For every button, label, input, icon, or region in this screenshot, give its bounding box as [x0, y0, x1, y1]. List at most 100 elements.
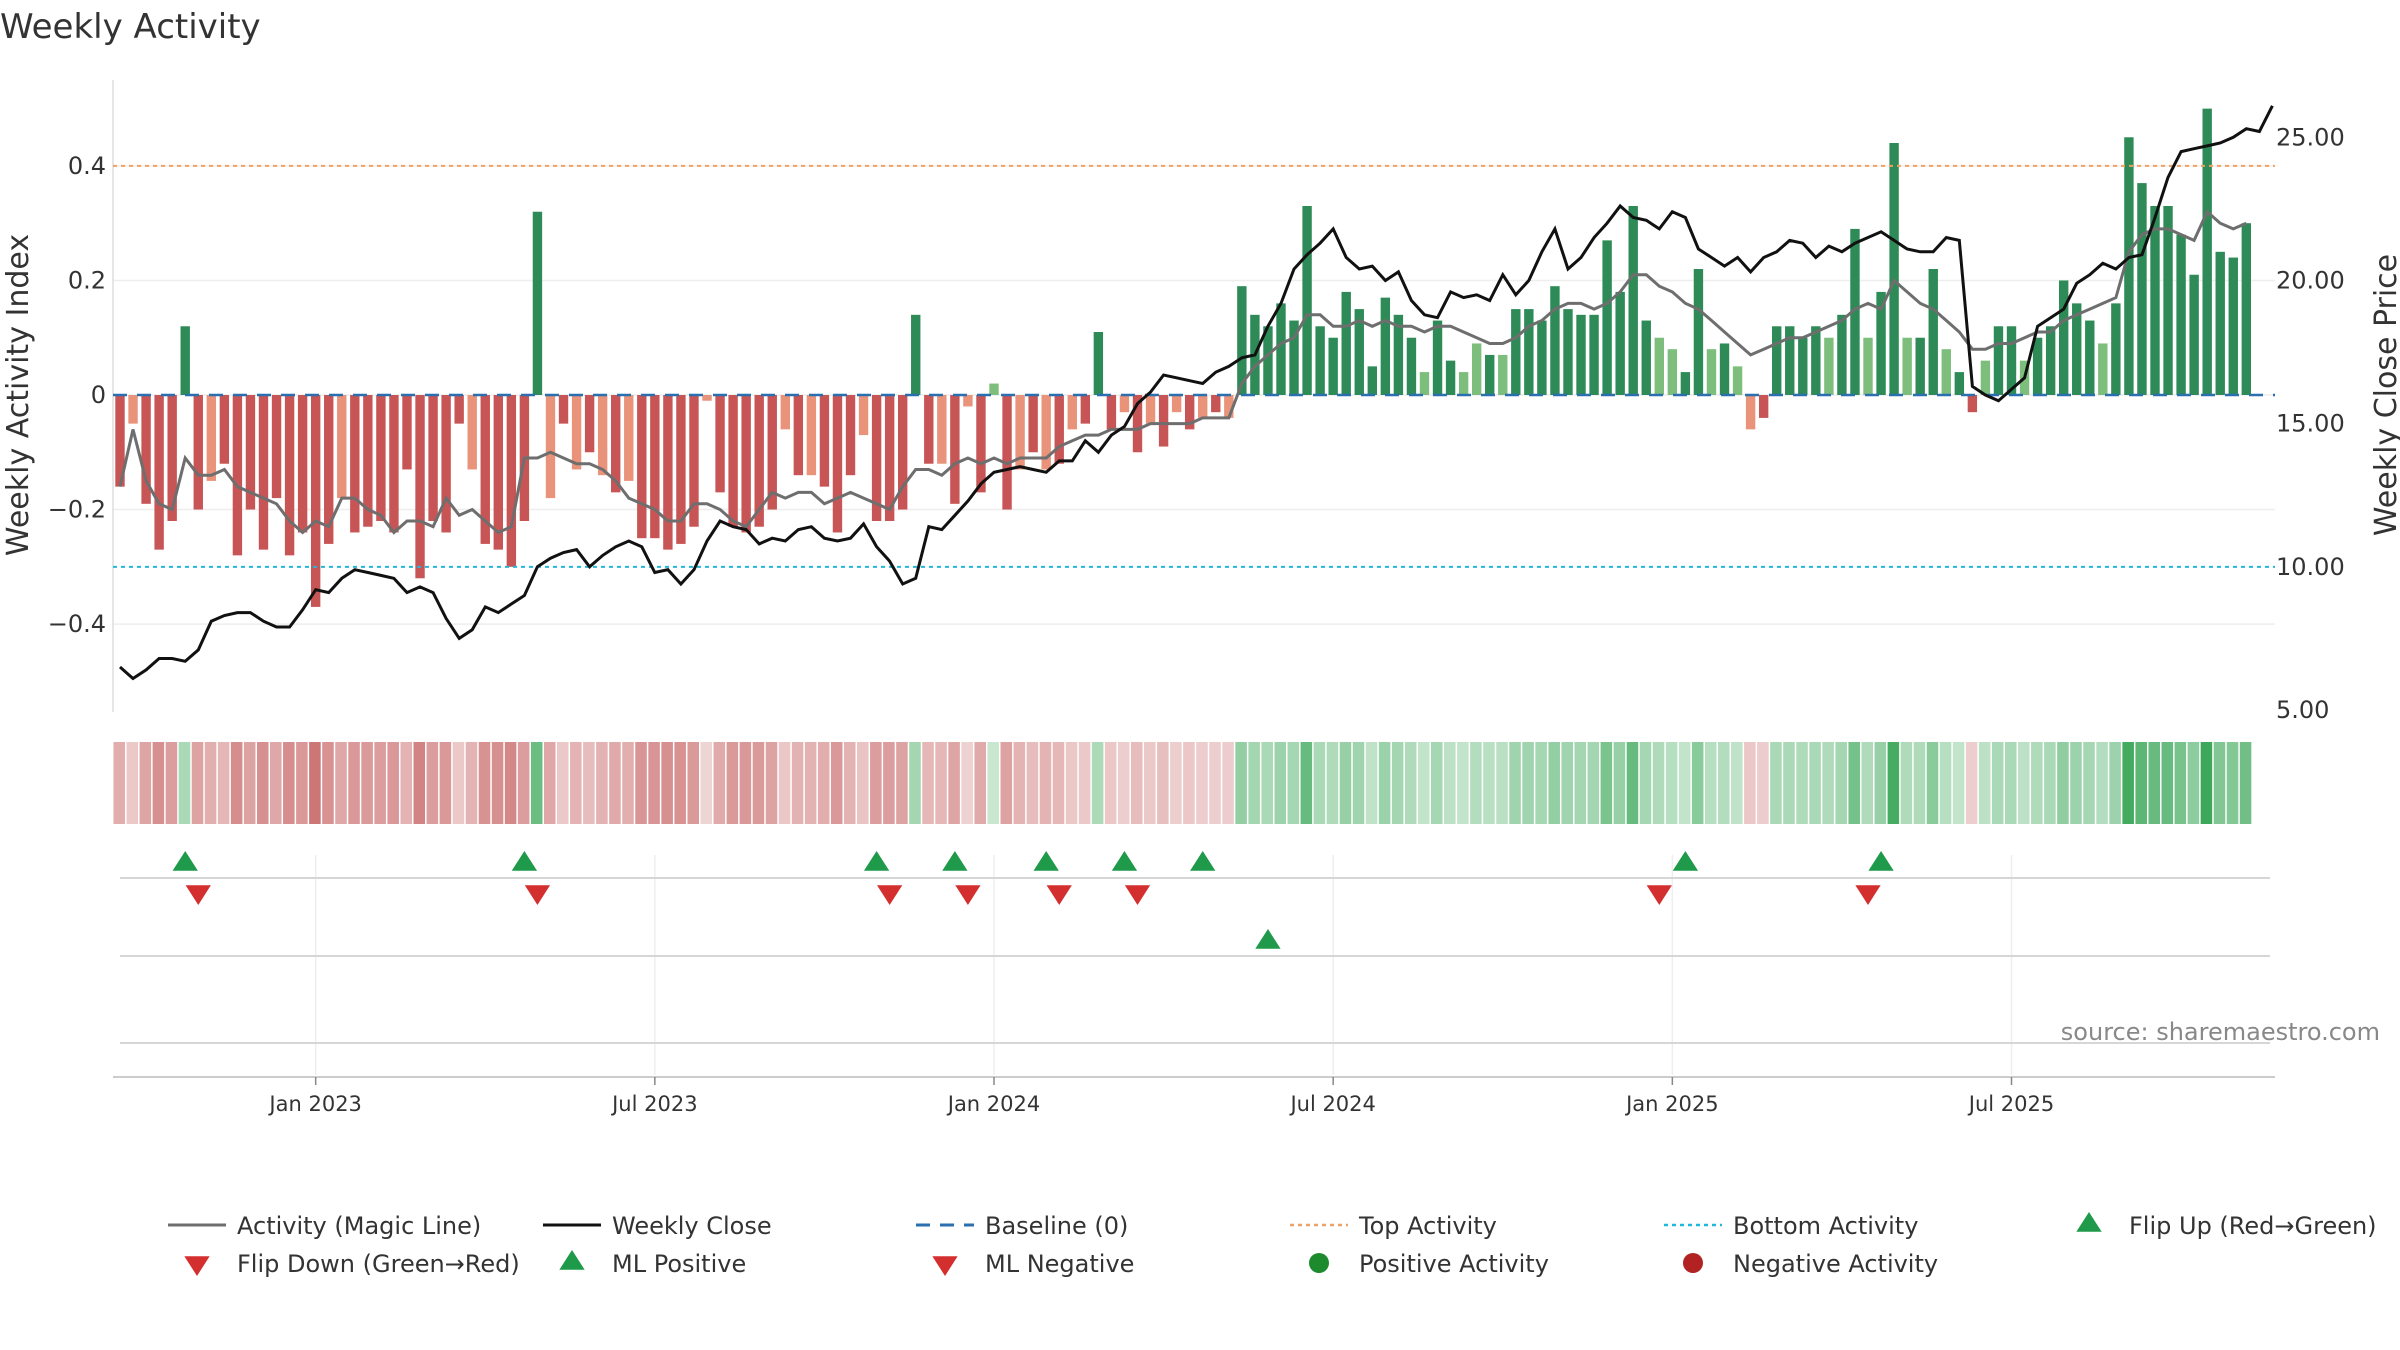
- activity-bar-156: [2150, 206, 2160, 395]
- legend-label-10: Negative Activity: [1733, 1250, 1938, 1278]
- strip-cell-131: [1822, 742, 1834, 824]
- legend-swatch-6: [184, 1256, 210, 1276]
- strip-cell-18: [348, 742, 360, 824]
- strip-cell-115: [1613, 742, 1626, 824]
- strip-cell-34: [557, 742, 569, 824]
- activity-bar-110: [1550, 286, 1560, 395]
- activity-bar-38: [611, 395, 621, 493]
- strip-cell-139: [1926, 742, 1939, 824]
- activity-bar-121: [1693, 269, 1704, 395]
- activity-bar-89: [1276, 303, 1286, 395]
- strip-cell-42: [661, 742, 673, 824]
- activity-bar-98: [1393, 314, 1404, 395]
- activity-bar-40: [637, 395, 647, 539]
- strip-cell-145: [2004, 742, 2017, 824]
- activity-bar-48: [741, 395, 751, 533]
- activity-bar-76: [1106, 395, 1117, 430]
- strip-cell-155: [2135, 742, 2147, 824]
- strip-cell-96: [1365, 742, 1378, 824]
- activity-bar-19: [363, 395, 373, 527]
- left-tick-1: 0.2: [68, 266, 106, 294]
- strip-cell-153: [2109, 742, 2121, 824]
- strip-cell-97: [1378, 742, 1391, 824]
- activity-bar-150: [2072, 303, 2082, 395]
- strip-cell-101: [1431, 742, 1443, 824]
- activity-bar-64: [950, 395, 960, 504]
- strip-cell-29: [491, 742, 504, 824]
- x-tick-4: Jan 2025: [1624, 1092, 1719, 1116]
- strip-cell-133: [1848, 742, 1860, 824]
- legend-label-6: Flip Down (Green→Red): [237, 1250, 520, 1278]
- activity-bar-29: [493, 395, 503, 550]
- activity-bar-73: [1067, 395, 1077, 430]
- activity-bar-134: [1863, 337, 1873, 395]
- strip-cell-73: [1065, 742, 1078, 824]
- strip-cell-138: [1913, 742, 1926, 824]
- activity-bar-13: [284, 395, 295, 556]
- activity-bar-81: [1171, 395, 1182, 413]
- strip-cell-94: [1339, 742, 1352, 824]
- legend-label-4: Bottom Activity: [1733, 1212, 1918, 1240]
- legend-label-8: ML Negative: [985, 1250, 1134, 1278]
- activity-bar-8: [219, 395, 230, 464]
- activity-bar-77: [1119, 395, 1130, 413]
- activity-bar-100: [1419, 372, 1430, 395]
- activity-bar-47: [728, 395, 738, 527]
- activity-bar-125: [1745, 395, 1756, 430]
- activity-bar-57: [858, 395, 869, 436]
- strip-cell-140: [1939, 742, 1952, 824]
- reference-lines: [113, 164, 2275, 568]
- strip-cell-104: [1470, 742, 1482, 824]
- strip-cell-11: [256, 742, 269, 824]
- activity-bar-55: [832, 395, 843, 533]
- activity-bar-23: [415, 395, 425, 579]
- activity-bar-41: [650, 395, 660, 539]
- strip-cell-52: [791, 742, 804, 824]
- activity-bar-85: [1224, 395, 1234, 418]
- flip-down-marker-3: [955, 885, 981, 905]
- activity-bar-158: [2176, 234, 2186, 395]
- strip-cell-15: [309, 742, 321, 824]
- strip-cell-77: [1117, 742, 1130, 824]
- strip-cell-156: [2148, 742, 2161, 824]
- strip-cell-160: [2200, 742, 2213, 824]
- activity-bar-33: [545, 395, 556, 499]
- activity-bar-122: [1706, 349, 1717, 395]
- strip-cell-28: [478, 742, 491, 824]
- legend: Activity (Magic Line) Weekly Close Baselin…: [168, 1212, 2377, 1278]
- activity-bar-93: [1328, 337, 1338, 395]
- strip-cell-135: [1874, 742, 1887, 824]
- strip-cell-65: [961, 742, 973, 824]
- activity-bar-66: [976, 395, 986, 493]
- strip-cell-130: [1809, 742, 1821, 824]
- strip-cell-0: [113, 742, 126, 824]
- strip-cell-39: [622, 742, 634, 824]
- strip-cell-72: [1052, 742, 1065, 824]
- flip-down-marker-5: [1124, 885, 1151, 905]
- activity-bar-18: [350, 395, 360, 533]
- activity-bar-94: [1341, 291, 1351, 395]
- strip-cell-106: [1496, 742, 1508, 824]
- strip-cell-76: [1104, 742, 1117, 824]
- strip-cell-68: [1000, 742, 1013, 824]
- left-tick-3: −0.2: [48, 496, 106, 524]
- strip-cell-83: [1196, 742, 1208, 824]
- strip-cell-22: [400, 742, 413, 824]
- activity-bar-1: [128, 395, 138, 424]
- activity-bar-50: [767, 395, 777, 510]
- activity-bar-46: [715, 395, 725, 493]
- legend-item-8: ML Negative: [932, 1250, 1134, 1278]
- activity-bar-78: [1132, 395, 1143, 453]
- activity-bar-36: [584, 395, 595, 453]
- strip-cell-41: [648, 742, 660, 824]
- activity-bar-60: [897, 395, 908, 510]
- strip-cell-60: [896, 742, 908, 824]
- activity-bar-7: [206, 395, 217, 481]
- strip-cell-80: [1157, 742, 1169, 824]
- strip-cell-148: [2044, 742, 2056, 824]
- strip-cell-81: [1170, 742, 1182, 824]
- legend-item-7: ML Positive: [559, 1250, 746, 1278]
- strip-cell-2: [139, 742, 152, 824]
- strip-cell-88: [1261, 742, 1273, 824]
- activity-bar-117: [1641, 320, 1651, 395]
